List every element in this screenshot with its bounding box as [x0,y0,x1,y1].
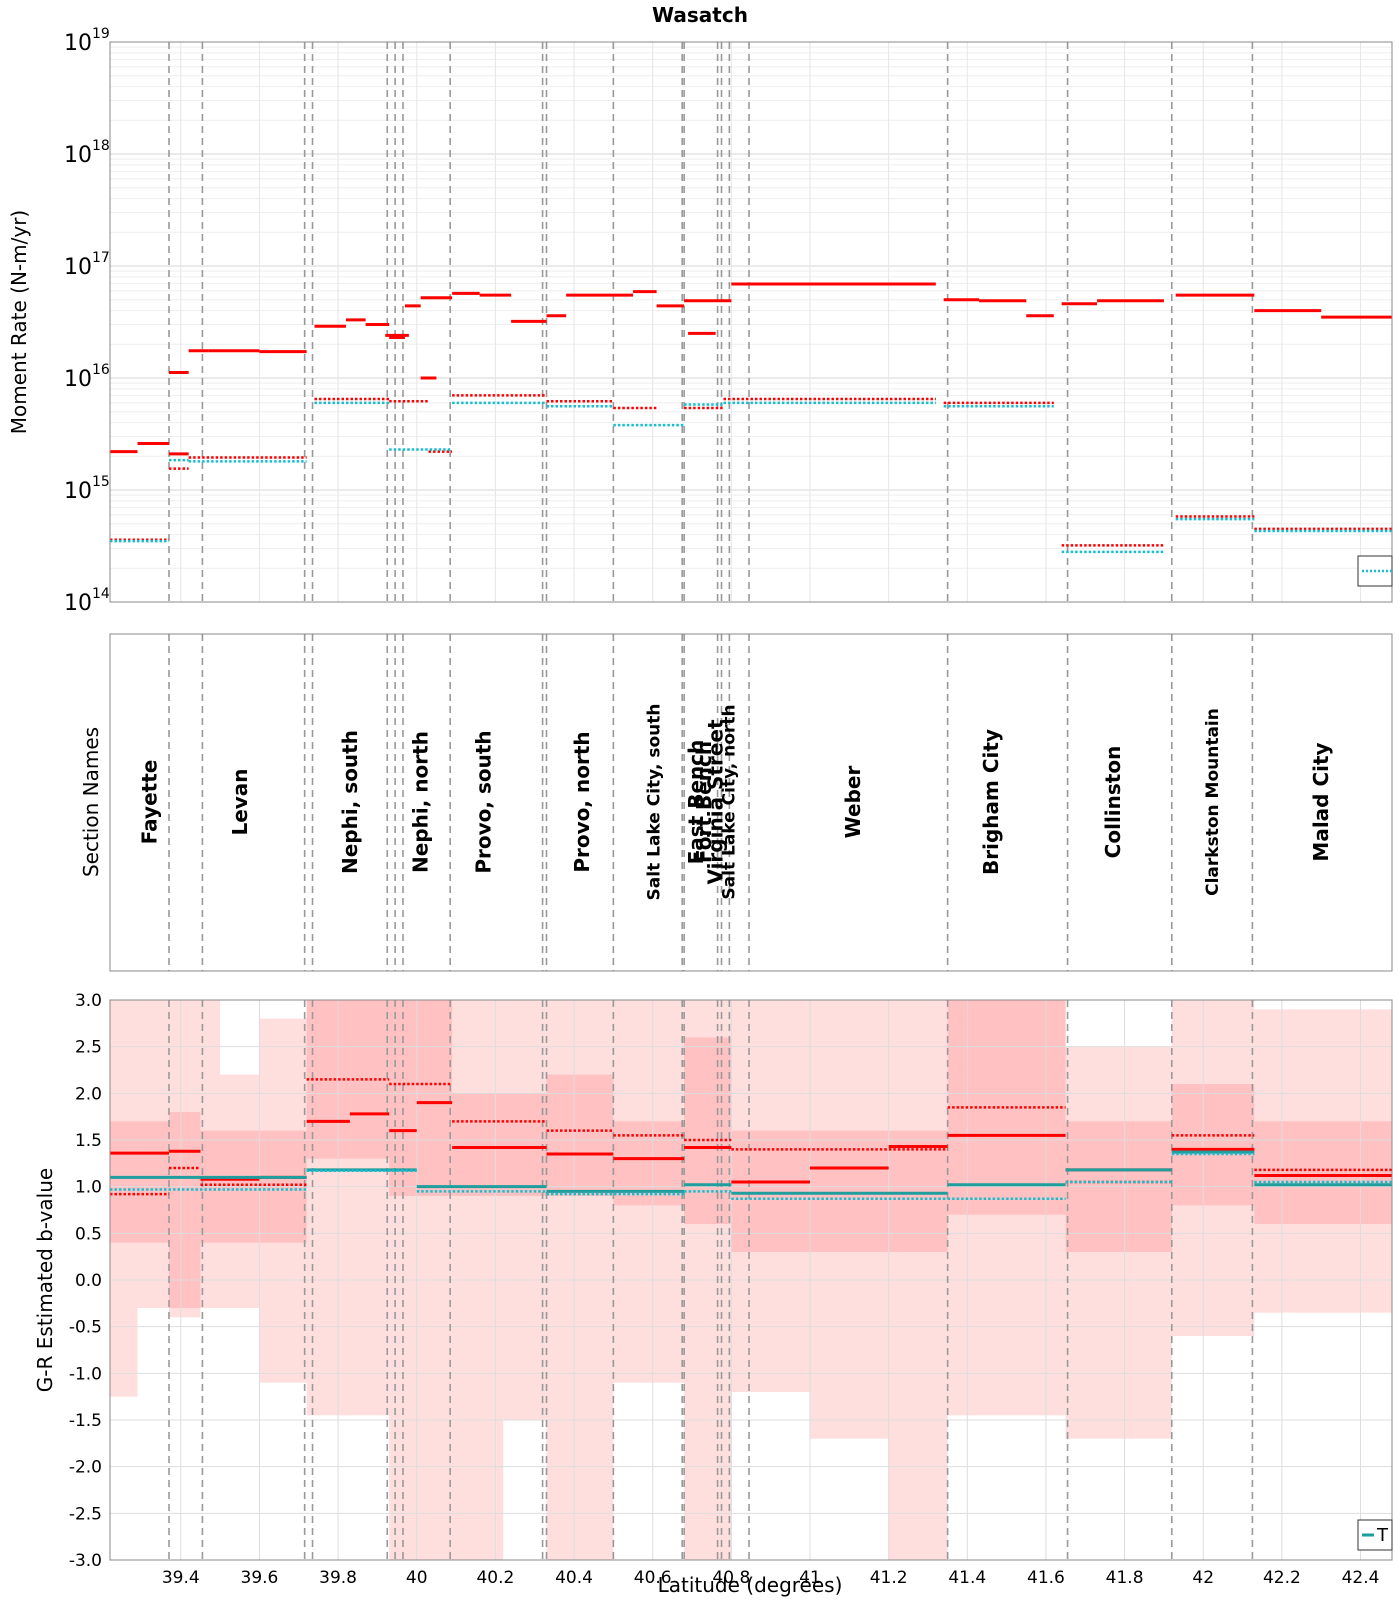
section-label: Salt Lake City, north [719,704,739,899]
b-value-ytick-label: 3.0 [75,991,102,1011]
section-label: Provo, south [472,730,496,873]
confidence-band-inner [731,1130,948,1252]
section-label: Provo, north [570,731,594,872]
x-tick-label: 40.2 [476,1568,514,1588]
b-value-ytick-label: -1.0 [69,1364,102,1384]
section-label: Salt Lake City, south [645,704,665,901]
confidence-band-outer [1254,1009,1392,1313]
confidence-band-inner [1254,1121,1392,1224]
section-label: Nephi, south [338,730,362,874]
confidence-band-outer [110,1000,138,1397]
b-value-ytick-label: 2.5 [75,1038,102,1058]
section-label: Nephi, north [409,731,433,873]
b-value-ytick-label: -2.0 [69,1458,102,1478]
x-tick-label: 42.2 [1263,1568,1301,1588]
confidence-band-inner [110,1121,169,1243]
b-value-ytick-label: 1.0 [75,1178,102,1198]
section-label: Brigham City [979,729,1003,875]
confidence-band-outer [306,1000,390,1416]
x-tick-label: 41.8 [1106,1568,1144,1588]
section-label: Collinston [1101,746,1125,859]
b-value-legend-label: T [1376,1525,1389,1546]
x-tick-label: 40 [406,1568,428,1588]
section-names-panel: Section Names Fayette Levan Nephi, south Ne… [79,633,1393,972]
moment-rate-ytick-base: 10 [64,591,92,616]
b-value-frame [109,999,1393,1561]
x-tick-label: 41.2 [870,1568,908,1588]
moment-rate-ytick-exponent: 18 [92,138,110,154]
section-names-ylabel: Section Names [79,727,103,877]
section-label: Weber [841,766,865,839]
b-value-ylabel: G-R Estimated b-value [33,1168,57,1392]
moment-rate-ytick-base: 10 [64,31,92,56]
x-tick-label: 41.4 [948,1568,986,1588]
moment-rate-ytick-exponent: 19 [92,26,110,42]
confidence-band-outer [188,1000,221,1308]
x-tick-label: 40.8 [712,1568,750,1588]
x-tick-label: 41.6 [1027,1568,1065,1588]
x-tick-label: 39.4 [162,1568,200,1588]
moment-rate-ylabel: Moment Rate (N-m/yr) [7,210,31,434]
b-value-ytick-label: 2.0 [75,1084,102,1104]
confidence-band-inner [546,1074,614,1196]
section-label: Virginia Street [704,719,728,885]
b-value-ytick-label: -0.5 [69,1318,102,1338]
b-value-ytick-label: 1.5 [75,1131,102,1151]
confidence-band-inner [168,1112,201,1318]
confidence-band-outer [503,1000,547,1420]
x-tick-label: 39.8 [319,1568,357,1588]
confidence-band-inner [684,1037,732,1224]
section-names-frame [109,633,1393,972]
moment-rate-ytick-base: 10 [64,255,92,280]
section-label: Levan [228,768,252,835]
x-axis-label: Latitude (degrees) [658,1573,843,1597]
moment-rate-ytick-exponent: 14 [92,586,110,602]
confidence-band-inner [452,1093,547,1196]
confidence-band-outer [259,1018,307,1383]
section-label: Malad City [1309,742,1333,861]
b-value-ytick-label: -1.5 [69,1411,102,1431]
b-value-panel: 3.0 2.5 2.0 1.5 1.0 0.5 0.0 -0.5 -1.0 -1.5 -2.0 -2.… [33,991,1393,1597]
moment-rate-ytick-base: 10 [64,479,92,504]
moment-rate-ytick-base: 10 [64,143,92,168]
section-label: East Bench [684,740,708,865]
moment-rate-ytick-exponent: 17 [92,250,110,266]
section-label: Fayette [137,760,161,845]
b-value-ytick-label: -2.5 [69,1504,102,1524]
moment-rate-ytick-exponent: 15 [92,474,110,490]
x-tick-label: 39.6 [241,1568,279,1588]
confidence-band-outer [220,1074,260,1308]
moment-rate-ytick-base: 10 [64,367,92,392]
b-value-ytick-label: 0.0 [75,1271,102,1291]
moment-rate-ytick-exponent: 16 [92,362,110,378]
chart-title: Wasatch [652,3,748,27]
confidence-band-inner [1171,1084,1255,1206]
x-tick-label: 40.6 [634,1568,672,1588]
b-value-ytick-label: 0.5 [75,1224,102,1244]
x-tick-label: 40.4 [555,1568,593,1588]
x-tick-label: 42.4 [1342,1568,1380,1588]
x-tick-label: 41 [799,1568,821,1588]
confidence-band-outer [809,1000,889,1439]
section-label: Fort Bench [692,741,716,863]
section-label: Clarkston Mountain [1203,708,1223,896]
confidence-band-inner [389,1000,453,1196]
moment-rate-frame [109,41,1393,603]
b-value-ytick-label: -3.0 [69,1551,102,1571]
x-tick-label: 42 [1192,1568,1214,1588]
